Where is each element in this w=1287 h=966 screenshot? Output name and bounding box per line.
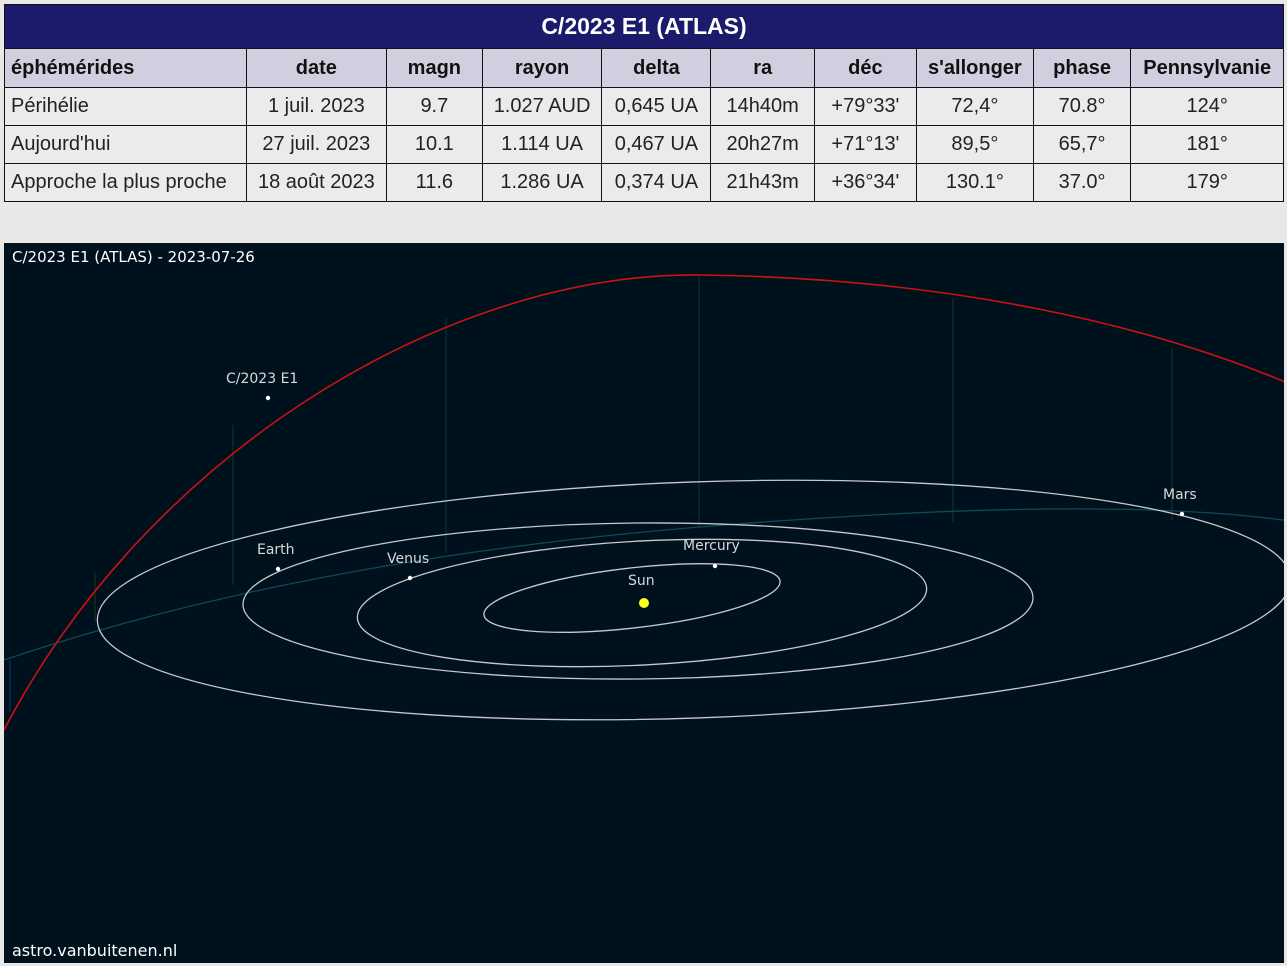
column-header: ra [710,48,815,88]
earth-label: Earth [257,542,295,558]
table-cell: 181° [1130,125,1284,164]
table-row: Aujourd'hui 27 juil. 2023 10.1 1.114 UA 0,46… [4,125,1284,164]
projection-lines [9,276,1173,712]
table-cell: 65,7° [1032,125,1132,164]
column-header: rayon [481,48,603,88]
sun-label: Sun [628,573,655,589]
earth-orbit [242,522,1034,680]
mars-marker [1179,511,1185,517]
table-cell: 20h27m [710,125,815,164]
table-cell: 70.8° [1032,87,1132,126]
table-cell: 37.0° [1032,163,1132,202]
table-row: Approche la plus proche 18 août 2023 11.6 1… [4,163,1284,202]
column-header: Pennsylvanie [1130,48,1284,88]
table-cell: 89,5° [915,125,1034,164]
table-title: C/2023 E1 (ATLAS) [4,4,1284,49]
table-row: Périhélie 1 juil. 2023 9.7 1.027 AUD 0,645 U… [4,87,1284,126]
table-cell: 179° [1130,163,1284,202]
column-header: phase [1032,48,1132,88]
venus-orbit [356,538,928,668]
table-cell: 0,645 UA [601,87,712,126]
table-cell: 21h43m [710,163,815,202]
row-label: Approche la plus proche [4,163,247,202]
comet-orbit [4,274,1284,731]
table-cell: 1.114 UA [481,125,603,164]
orbit-svg: C/2023 E1 Earth Venus Mercury Sun Mars [4,274,1284,731]
table-header-row: éphémérides date magn rayon delta ra déc s'allo… [4,48,1284,88]
table-cell: 18 août 2023 [245,163,388,202]
credit-text: astro.vanbuitenen.nl [12,941,178,960]
table-cell: 72,4° [915,87,1034,126]
column-header: delta [601,48,712,88]
table-cell: 9.7 [386,87,483,126]
comet-marker [265,395,271,401]
ecliptic-line [4,508,1284,661]
row-label: Aujourd'hui [4,125,247,164]
column-header: date [245,48,388,88]
table-cell: 10.1 [386,125,483,164]
table-cell: +36°34' [813,163,917,202]
table-cell: 0,467 UA [601,125,712,164]
table-cell: +79°33' [813,87,917,126]
column-header: magn [386,48,483,88]
table-cell: 27 juil. 2023 [245,125,388,164]
sun-marker [639,598,649,608]
mercury-marker [712,563,718,569]
table-cell: 130.1° [915,163,1034,202]
orbit-diagram: C/2023 E1 Earth Venus Mercury Sun Mars C… [4,243,1284,963]
column-header: s'allonger [915,48,1034,88]
row-label: Périhélie [4,87,247,126]
table-cell: 1 juil. 2023 [245,87,388,126]
mercury-label: Mercury [683,538,740,554]
column-header: éphémérides [4,48,247,88]
diagram-caption: C/2023 E1 (ATLAS) - 2023-07-26 [12,248,255,266]
table-cell: 14h40m [710,87,815,126]
mars-label: Mars [1163,487,1197,503]
ephemeris-table: C/2023 E1 (ATLAS) éphémérides date magn ray… [4,4,1284,202]
table-cell: 124° [1130,87,1284,126]
table-cell: 1.286 UA [481,163,603,202]
table-cell: 0,374 UA [601,163,712,202]
venus-label: Venus [387,551,429,567]
table-cell: 11.6 [386,163,483,202]
venus-marker [407,575,413,581]
comet-label: C/2023 E1 [226,371,298,387]
table-cell: 1.027 AUD [481,87,603,126]
mercury-orbit [483,563,781,633]
mars-orbit [96,479,1284,721]
earth-marker [275,566,281,572]
column-header: déc [813,48,917,88]
table-cell: +71°13' [813,125,917,164]
